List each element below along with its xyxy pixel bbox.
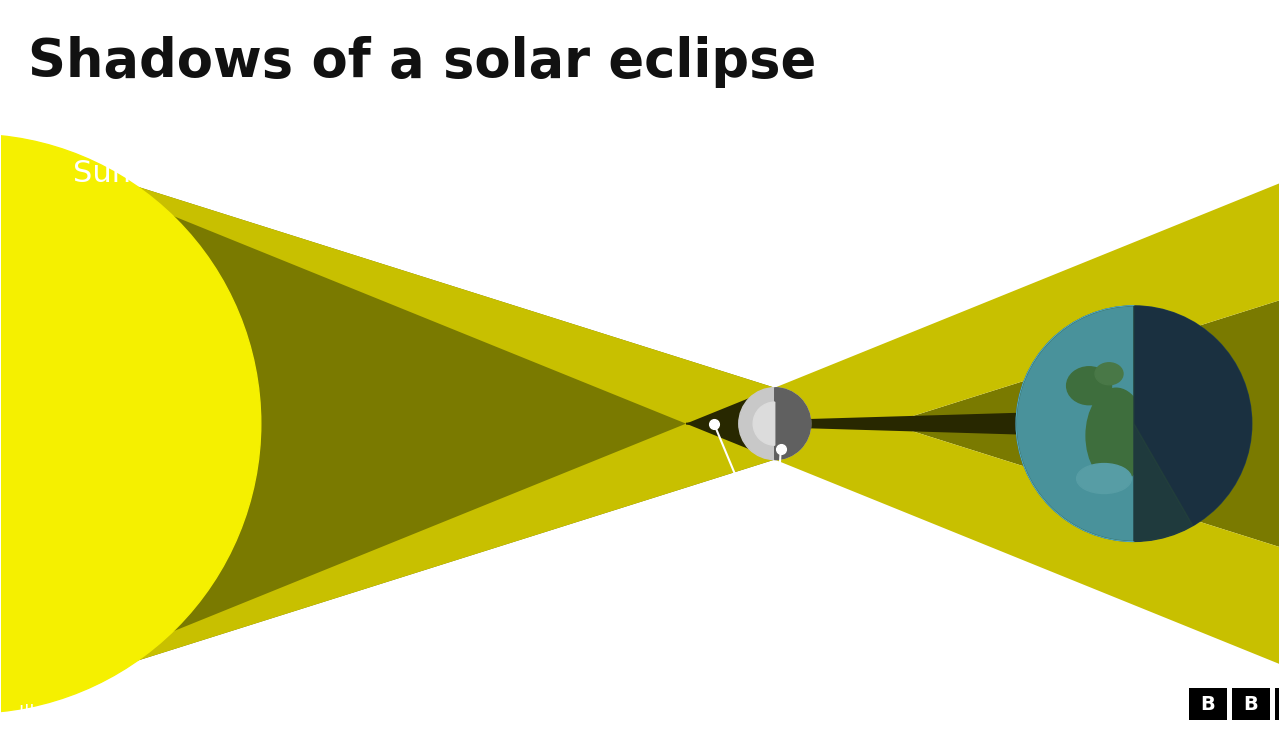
Wedge shape: [753, 402, 774, 445]
Polygon shape: [686, 410, 1123, 437]
Circle shape: [0, 134, 261, 713]
Ellipse shape: [1096, 363, 1123, 385]
FancyBboxPatch shape: [1189, 688, 1226, 720]
Text: B: B: [1243, 695, 1258, 713]
Circle shape: [1016, 306, 1252, 542]
Ellipse shape: [1066, 367, 1111, 405]
FancyBboxPatch shape: [1231, 688, 1270, 720]
Ellipse shape: [1087, 388, 1146, 483]
Text: Sun: Sun: [73, 159, 131, 188]
FancyBboxPatch shape: [1275, 688, 1280, 720]
Text: Illustrative diagram - not to scale: Illustrative diagram - not to scale: [19, 704, 320, 722]
Wedge shape: [1016, 306, 1134, 542]
Text: Umbra (total eclipse): Umbra (total eclipse): [535, 566, 769, 586]
Ellipse shape: [1076, 463, 1132, 494]
Text: Shadows of a solar eclipse: Shadows of a solar eclipse: [28, 36, 817, 88]
Polygon shape: [0, 175, 1280, 713]
Wedge shape: [1134, 306, 1252, 542]
Text: B: B: [1201, 695, 1215, 713]
Text: Earth: Earth: [1097, 131, 1171, 159]
Circle shape: [739, 388, 810, 460]
Text: Penumbra (partial eclipse): Penumbra (partial eclipse): [475, 602, 769, 622]
Polygon shape: [0, 134, 1280, 672]
Text: Moon: Moon: [737, 131, 813, 159]
Polygon shape: [0, 134, 1280, 713]
Wedge shape: [774, 388, 810, 460]
Wedge shape: [1016, 306, 1193, 542]
Polygon shape: [686, 388, 774, 460]
